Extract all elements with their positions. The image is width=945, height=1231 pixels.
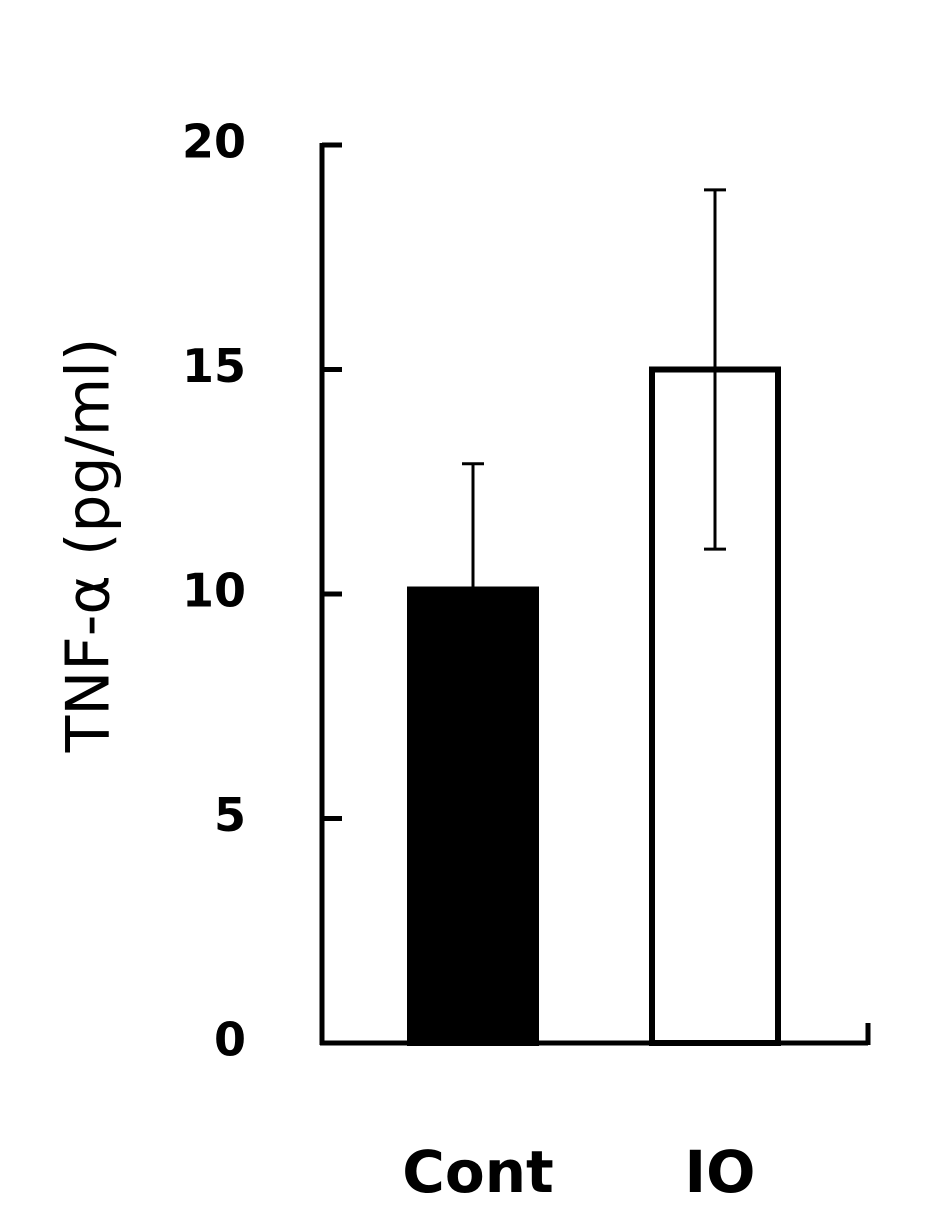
y-tick-label: 5 (214, 788, 246, 842)
y-tick-label: 20 (182, 115, 246, 169)
y-tick-label: 0 (214, 1013, 246, 1067)
y-axis-label: TNF-α (pg/ml) (54, 338, 124, 754)
x-tick-label: Cont (402, 1138, 553, 1206)
error-bar (462, 462, 484, 717)
y-tick-label: 10 (182, 564, 246, 618)
error-bar (704, 188, 726, 551)
y-tick-label: 15 (182, 339, 246, 393)
x-tick-label: IO (685, 1138, 756, 1206)
